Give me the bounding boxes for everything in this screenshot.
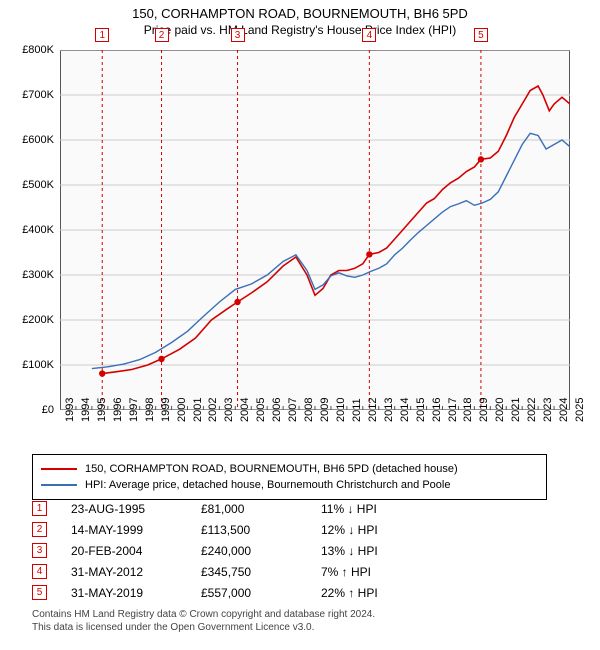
legend: 150, CORHAMPTON ROAD, BOURNEMOUTH, BH6 5… [32, 454, 547, 500]
footer: Contains HM Land Registry data © Crown c… [32, 608, 375, 634]
sales-table: 1 23-AUG-1995£81,00011% ↓ HPI 2 14-MAY-1999… [32, 498, 441, 603]
legend-swatch-hpi [41, 484, 77, 486]
sales-row-price: £240,000 [201, 544, 321, 558]
x-tick-label: 2006 [271, 398, 283, 422]
sales-row-price: £113,500 [201, 523, 321, 537]
sale-marker-box: 1 [95, 28, 109, 42]
x-tick-label: 2005 [255, 398, 267, 422]
x-tick-label: 2011 [351, 398, 363, 422]
x-tick-label: 2003 [223, 398, 235, 422]
x-tick-label: 2010 [335, 398, 347, 422]
x-tick-label: 1994 [80, 398, 92, 422]
x-tick-label: 2025 [574, 398, 586, 422]
chart-svg [60, 50, 570, 410]
sales-row-date: 31-MAY-2019 [71, 586, 201, 600]
x-tick-label: 1993 [64, 398, 76, 422]
x-tick-label: 2013 [383, 398, 395, 422]
x-tick-label: 1996 [112, 398, 124, 422]
sales-row-date: 20-FEB-2004 [71, 544, 201, 558]
sale-marker-box: 5 [474, 28, 488, 42]
y-tick-label: £500K [4, 179, 54, 191]
footer-line1: Contains HM Land Registry data © Crown c… [32, 608, 375, 621]
page: 150, CORHAMPTON ROAD, BOURNEMOUTH, BH6 5… [0, 0, 600, 650]
x-tick-label: 2016 [431, 398, 443, 422]
sale-marker-box: 3 [231, 28, 245, 42]
chart-title-address: 150, CORHAMPTON ROAD, BOURNEMOUTH, BH6 5… [0, 6, 600, 21]
sales-row: 3 20-FEB-2004£240,00013% ↓ HPI [32, 540, 441, 561]
x-tick-label: 2018 [462, 398, 474, 422]
x-tick-label: 1999 [160, 398, 172, 422]
x-tick-label: 2021 [510, 398, 522, 422]
sales-row-date: 23-AUG-1995 [71, 502, 201, 516]
legend-swatch-price [41, 468, 77, 470]
y-tick-label: £400K [4, 224, 54, 236]
x-tick-label: 2007 [287, 398, 299, 422]
legend-label: HPI: Average price, detached house, Bour… [85, 479, 450, 491]
x-tick-label: 2014 [399, 398, 411, 422]
sales-row-marker: 1 [32, 501, 47, 516]
y-tick-label: £800K [4, 44, 54, 56]
sales-row-price: £345,750 [201, 565, 321, 579]
sales-row-diff: 11% ↓ HPI [321, 502, 441, 516]
x-tick-label: 2023 [542, 398, 554, 422]
y-tick-label: £200K [4, 314, 54, 326]
legend-item: HPI: Average price, detached house, Bour… [41, 477, 538, 493]
x-tick-label: 2015 [415, 398, 427, 422]
title-block: 150, CORHAMPTON ROAD, BOURNEMOUTH, BH6 5… [0, 0, 600, 37]
sales-row-marker: 3 [32, 543, 47, 558]
y-tick-label: £300K [4, 269, 54, 281]
y-tick-label: £700K [4, 89, 54, 101]
x-tick-label: 2001 [192, 398, 204, 422]
x-tick-label: 2024 [558, 398, 570, 422]
x-tick-label: 2000 [176, 398, 188, 422]
sales-row-diff: 13% ↓ HPI [321, 544, 441, 558]
chart-subtitle: Price paid vs. HM Land Registry's House … [0, 23, 600, 37]
sales-row-diff: 12% ↓ HPI [321, 523, 441, 537]
sales-row: 5 31-MAY-2019£557,00022% ↑ HPI [32, 582, 441, 603]
sales-row-date: 31-MAY-2012 [71, 565, 201, 579]
sale-marker-box: 4 [362, 28, 376, 42]
sales-row: 1 23-AUG-1995£81,00011% ↓ HPI [32, 498, 441, 519]
sales-row-marker: 5 [32, 585, 47, 600]
y-tick-label: £600K [4, 134, 54, 146]
y-tick-label: £100K [4, 359, 54, 371]
sales-row: 4 31-MAY-2012£345,7507% ↑ HPI [32, 561, 441, 582]
sales-row-marker: 2 [32, 522, 47, 537]
footer-line2: This data is licensed under the Open Gov… [32, 621, 375, 634]
legend-label: 150, CORHAMPTON ROAD, BOURNEMOUTH, BH6 5… [85, 463, 458, 475]
x-tick-label: 2009 [319, 398, 331, 422]
x-tick-label: 1997 [128, 398, 140, 422]
legend-item: 150, CORHAMPTON ROAD, BOURNEMOUTH, BH6 5… [41, 461, 538, 477]
x-tick-label: 2002 [207, 398, 219, 422]
sales-row-price: £81,000 [201, 502, 321, 516]
x-tick-label: 1995 [96, 398, 108, 422]
sales-row: 2 14-MAY-1999£113,50012% ↓ HPI [32, 519, 441, 540]
sales-row-marker: 4 [32, 564, 47, 579]
sale-marker-box: 2 [155, 28, 169, 42]
sales-row-date: 14-MAY-1999 [71, 523, 201, 537]
x-tick-label: 2012 [367, 398, 379, 422]
x-tick-label: 2019 [478, 398, 490, 422]
x-tick-label: 1998 [144, 398, 156, 422]
sales-row-diff: 22% ↑ HPI [321, 586, 441, 600]
x-tick-label: 2022 [526, 398, 538, 422]
sales-row-diff: 7% ↑ HPI [321, 565, 441, 579]
x-tick-label: 2008 [303, 398, 315, 422]
x-tick-label: 2017 [447, 398, 459, 422]
x-tick-label: 2004 [239, 398, 251, 422]
sales-row-price: £557,000 [201, 586, 321, 600]
chart-area: 12345 £0£100K£200K£300K£400K£500K£600K£7… [60, 50, 570, 410]
x-tick-label: 2020 [494, 398, 506, 422]
y-tick-label: £0 [4, 404, 54, 416]
